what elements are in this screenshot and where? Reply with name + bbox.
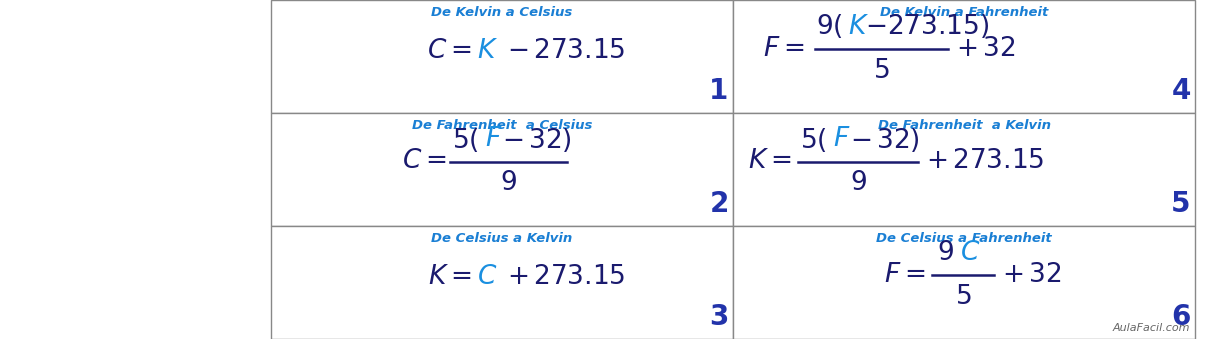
Text: $\mathit{C}=$: $\mathit{C}=$	[402, 148, 447, 175]
Text: $5($: $5($	[452, 125, 479, 154]
Text: $5$: $5$	[874, 58, 890, 83]
Text: De Fahrenheit  a Celsius: De Fahrenheit a Celsius	[412, 119, 593, 132]
Text: $\mathit{K}=$: $\mathit{K}=$	[748, 148, 792, 175]
Text: $\mathit{F}$: $\mathit{F}$	[833, 126, 851, 153]
Text: AulaFacil.com: AulaFacil.com	[1112, 323, 1190, 333]
Text: 4: 4	[1172, 77, 1190, 105]
Text: 2: 2	[709, 190, 728, 218]
Text: De Celsius a Fahrenheit: De Celsius a Fahrenheit	[876, 232, 1052, 245]
Text: De Kelvin a Fahrenheit: De Kelvin a Fahrenheit	[880, 6, 1048, 19]
Text: $9($: $9($	[816, 13, 843, 40]
Bar	[271, 226, 733, 339]
Text: $5$: $5$	[954, 283, 971, 310]
Text: $\mathit{K}$: $\mathit{K}$	[848, 14, 869, 40]
Text: $-\,273.15$: $-\,273.15$	[507, 39, 626, 64]
Text: $\mathit{F}=$: $\mathit{F}=$	[763, 36, 804, 61]
Text: $\mathit{F}=$: $\mathit{F}=$	[884, 261, 925, 287]
Text: 3: 3	[709, 303, 728, 331]
Bar	[733, 113, 1195, 226]
Text: De Fahrenheit  a Kelvin: De Fahrenheit a Kelvin	[877, 119, 1051, 132]
Text: $+\,32$: $+\,32$	[1002, 261, 1061, 287]
Text: 6: 6	[1172, 303, 1190, 331]
Bar	[733, 226, 1195, 339]
Text: $-\,32)$: $-\,32)$	[851, 125, 920, 154]
Text: $\mathit{C}$: $\mathit{C}$	[960, 239, 980, 265]
Text: De Kelvin a Celsius: De Kelvin a Celsius	[431, 6, 573, 19]
Text: 1: 1	[710, 77, 728, 105]
Text: $\mathit{C}$: $\mathit{C}$	[477, 264, 497, 291]
Text: $-\,32)$: $-\,32)$	[502, 125, 572, 154]
Text: $+\,273.15$: $+\,273.15$	[926, 148, 1045, 175]
Bar	[271, 113, 733, 226]
Text: $9$: $9$	[849, 171, 866, 197]
Text: $\mathit{K}$: $\mathit{K}$	[477, 39, 499, 64]
Text: $+\,32$: $+\,32$	[956, 36, 1015, 61]
Text: $\mathit{K} = $: $\mathit{K} = $	[429, 264, 472, 291]
Text: 5: 5	[1171, 190, 1190, 218]
Text: $-273.15)$: $-273.15)$	[865, 13, 990, 40]
Text: $9$: $9$	[500, 171, 517, 197]
Bar	[271, 0, 733, 113]
Text: $\mathit{F}$: $\mathit{F}$	[485, 126, 502, 153]
Text: $\mathit{C} = $: $\mathit{C} = $	[428, 39, 472, 64]
Text: $9$: $9$	[937, 239, 954, 265]
Text: $5($: $5($	[800, 125, 827, 154]
Text: De Celsius a Kelvin: De Celsius a Kelvin	[431, 232, 573, 245]
Bar	[733, 0, 1195, 113]
Text: $+\,273.15$: $+\,273.15$	[507, 264, 626, 291]
